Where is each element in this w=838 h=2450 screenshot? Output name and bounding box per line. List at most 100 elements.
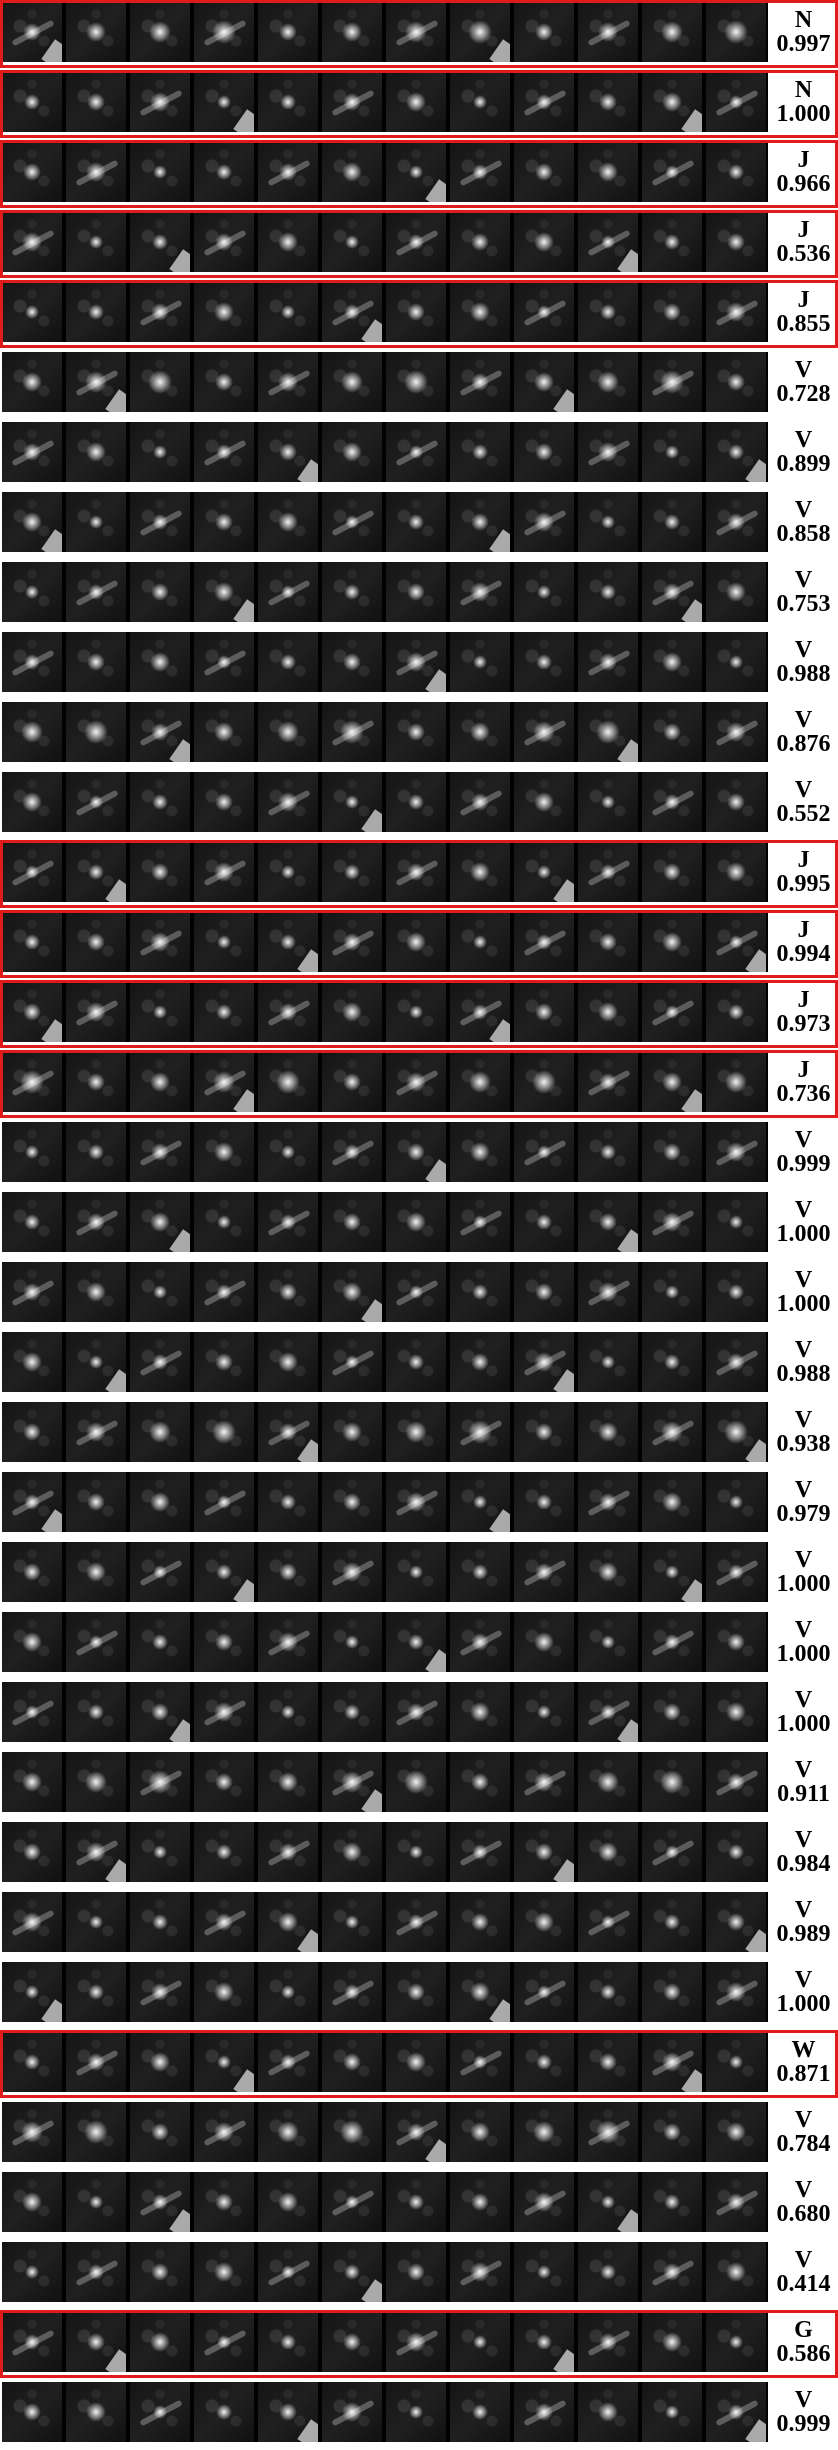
frame-tile (642, 282, 702, 342)
pleural-wall (297, 1929, 318, 1952)
frame-tile (642, 2, 702, 62)
frame-tile (706, 912, 766, 972)
image-row: V 0.552 (0, 772, 838, 834)
frame-tile (2, 492, 62, 552)
bright-spot (535, 163, 553, 181)
bright-spot (472, 1844, 488, 1860)
bright-spot (149, 1421, 171, 1443)
row-label: V 0.414 (771, 2242, 836, 2302)
bright-spot (344, 2264, 360, 2280)
bright-spot (407, 1703, 425, 1721)
frame-tile (194, 2102, 254, 2162)
bright-spot (152, 794, 168, 810)
bright-spot (601, 515, 615, 529)
bright-spot (342, 1282, 362, 1302)
frame-tile (450, 1612, 510, 1672)
frame-tile (2, 1822, 62, 1882)
frame-tile (642, 772, 702, 832)
frame-tile (642, 352, 702, 412)
confidence-score: 0.994 (776, 941, 831, 967)
bright-spot (217, 95, 231, 109)
frame-tile (386, 982, 446, 1042)
pleural-wall (489, 529, 510, 552)
frame-strip (2, 1822, 768, 1882)
row-label: V 1.000 (771, 1542, 836, 1602)
bright-spot (728, 2404, 744, 2420)
frame-tile (578, 142, 638, 202)
class-label: V (794, 1406, 813, 1433)
bright-spot (148, 1770, 172, 1794)
bright-spot (88, 1704, 104, 1720)
vessel-streak (139, 2399, 183, 2427)
frame-tile (514, 1052, 574, 1112)
frame-strip (2, 212, 768, 272)
confidence-score: 1.000 (776, 1991, 831, 2017)
bright-spot (25, 1985, 39, 1999)
frame-tile (706, 2172, 766, 2232)
bright-spot (279, 1283, 297, 1301)
bright-spot (149, 21, 171, 43)
row-label: V 1.000 (771, 1682, 836, 1742)
frame-tile (2, 1192, 62, 1252)
frame-tile (642, 2172, 702, 2232)
frame-tile (130, 1612, 190, 1672)
bright-spot (340, 2120, 364, 2144)
confidence-score: 0.995 (776, 871, 831, 897)
frame-tile (514, 2, 574, 62)
pleural-wall (361, 1299, 382, 1322)
frame-tile (514, 1472, 574, 1532)
frame-tile (322, 842, 382, 902)
frame-tile (194, 1262, 254, 1322)
bright-spot (151, 863, 169, 881)
confidence-score: 0.536 (776, 241, 831, 267)
bright-spot (343, 1073, 361, 1091)
frame-tile (2, 1752, 62, 1812)
bright-spot (21, 2121, 43, 2143)
frame-tile (258, 1962, 318, 2022)
vessel-streak (715, 89, 759, 117)
frame-tile (258, 1892, 318, 1952)
bright-spot (214, 1702, 234, 1722)
pleural-wall (297, 949, 318, 972)
bright-spot (345, 2195, 359, 2209)
frame-tile (322, 2172, 382, 2232)
frame-tile (386, 352, 446, 412)
image-row: V 1.000 (0, 1612, 838, 1674)
bright-spot (729, 1215, 743, 1229)
confidence-score: 1.000 (776, 101, 831, 127)
bright-spot (215, 373, 233, 391)
bright-spot (280, 934, 296, 950)
bright-spot (281, 1985, 295, 1999)
frame-tile (258, 1192, 318, 1252)
frame-tile (66, 2242, 126, 2302)
bright-spot (342, 1002, 362, 1022)
frame-tile (386, 1332, 446, 1392)
bright-spot (214, 722, 234, 742)
bright-spot (598, 1422, 618, 1442)
bright-spot (469, 1071, 491, 1093)
bright-spot (151, 1703, 169, 1721)
frame-tile (258, 982, 318, 1042)
bright-spot (663, 723, 681, 741)
frame-tile (322, 1122, 382, 1182)
frame-tile (2, 1542, 62, 1602)
frame-tile (194, 422, 254, 482)
bright-spot (22, 2192, 42, 2212)
vessel-streak (587, 229, 631, 257)
frame-tile (258, 702, 318, 762)
image-row: V 1.000 (0, 1262, 838, 1324)
row-label: V 1.000 (771, 1962, 836, 2022)
frame-tile (130, 912, 190, 972)
frame-tile (2, 1402, 62, 1462)
confidence-score: 0.871 (776, 2061, 831, 2087)
frame-tile (194, 2382, 254, 2442)
pleural-wall (425, 2139, 446, 2162)
bright-spot (724, 1420, 748, 1444)
bright-spot (536, 94, 552, 110)
frame-tile (642, 1192, 702, 1252)
frame-tile (578, 2242, 638, 2302)
frame-tile (130, 2, 190, 62)
frame-tile (450, 562, 510, 622)
bright-spot (408, 234, 424, 250)
frame-strip (2, 2242, 768, 2302)
